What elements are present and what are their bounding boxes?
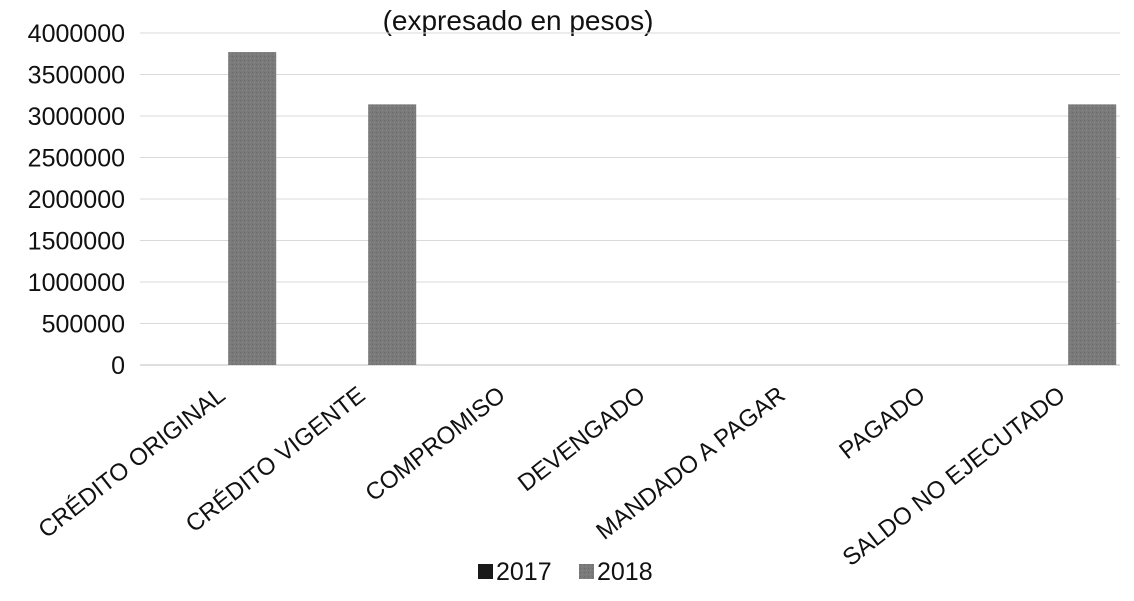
bars: [228, 52, 1117, 366]
y-tick-label: 1500000: [28, 228, 125, 256]
legend-label-2018: 2018: [597, 558, 653, 586]
y-tick-label: 4000000: [28, 20, 125, 48]
chart-subtitle: (expresado en pesos): [383, 5, 654, 36]
legend-swatch-2018: [579, 564, 594, 579]
y-axis: 0 500000 1000000 1500000 2000000 2500000 30000…: [28, 20, 125, 380]
grid-layer: [140, 32, 1120, 366]
legend-swatch-2017: [478, 564, 493, 579]
y-tick-label: 3000000: [28, 103, 125, 131]
y-tick-label: 0: [111, 352, 125, 380]
bar-2018-6: [1068, 104, 1117, 365]
x-category-label: SALDO NO EJECUTADO: [838, 381, 1071, 571]
bar-2018-1: [368, 104, 417, 365]
legend: 2017 2018: [478, 558, 653, 586]
x-category-label: DEVENGADO: [513, 381, 650, 497]
y-tick-label: 2500000: [28, 145, 125, 173]
x-category-label: PAGADO: [834, 381, 930, 464]
y-tick-label: 3500000: [28, 62, 125, 90]
y-tick-label: 1000000: [28, 269, 125, 297]
y-tick-label: 500000: [42, 311, 125, 339]
bar-2018-0: [228, 52, 277, 366]
legend-label-2017: 2017: [496, 558, 552, 586]
y-tick-label: 2000000: [28, 186, 125, 214]
x-category-label: COMPROMISO: [360, 381, 510, 507]
